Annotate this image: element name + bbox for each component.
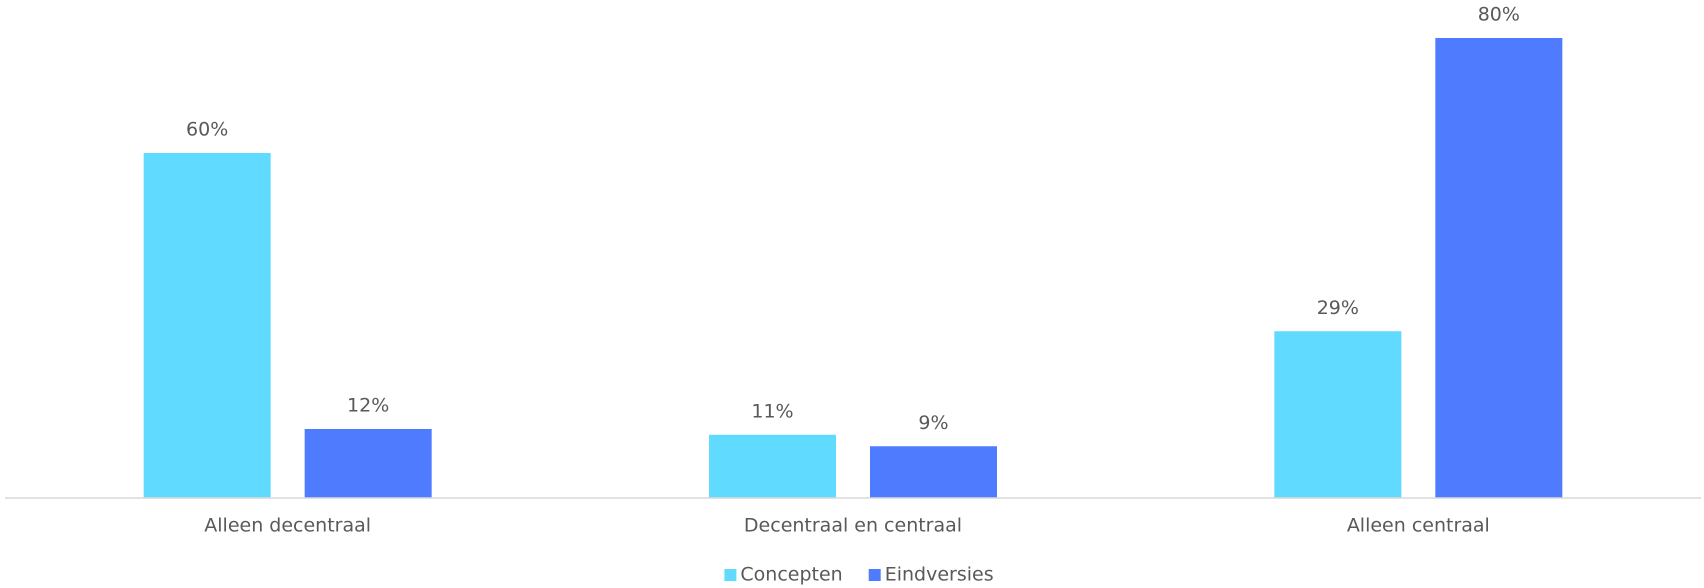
bar [304,429,432,498]
legend-label: Concepten [740,564,842,586]
legend-label: Eindversies [885,564,994,586]
data-label: 12% [347,395,389,417]
data-label: 60% [186,119,228,141]
data-label: 80% [1478,4,1520,26]
legend-swatch [724,569,737,581]
bar [143,153,271,498]
bar [1274,331,1402,498]
bar [870,446,997,498]
x-tick-label: Decentraal en centraal [744,515,962,537]
bar [709,434,836,498]
data-label: 29% [1317,297,1359,319]
bar [1435,38,1563,498]
data-label: 9% [918,412,948,434]
x-tick-label: Alleen decentraal [204,515,371,537]
x-tick-label: Alleen centraal [1347,515,1490,537]
legend-swatch [868,569,881,581]
data-label: 11% [751,400,793,422]
